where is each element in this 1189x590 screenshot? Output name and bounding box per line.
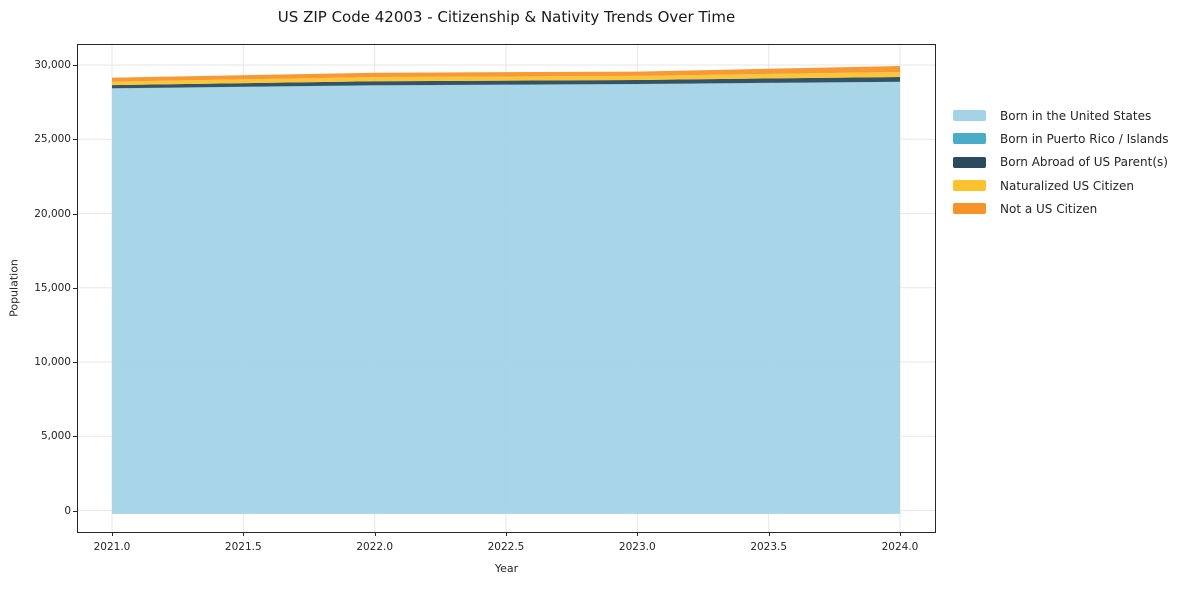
- legend-swatch-born-abroad-of-us-parent-s: [953, 156, 986, 168]
- stacked-area-svg: [78, 45, 935, 532]
- y-tick-mark: [73, 287, 77, 289]
- x-tick-mark: [112, 532, 113, 536]
- y-tick-label: 10,000: [34, 356, 71, 368]
- y-tick-label: 5,000: [40, 430, 71, 443]
- legend-label: Born Abroad of US Parent(s): [1000, 155, 1168, 170]
- plot-area: [77, 44, 936, 533]
- y-tick-mark: [73, 436, 77, 438]
- x-tick-mark: [506, 532, 507, 536]
- legend-label: Born in the United States: [1000, 108, 1152, 123]
- x-tick-label: 2021.0: [93, 541, 131, 553]
- x-tick-label: 2024.0: [881, 541, 919, 553]
- legend-item-not-a-us-citizen: Not a US Citizen: [953, 197, 1169, 220]
- y-axis-label: Population: [7, 259, 21, 317]
- x-tick-label: 2022.0: [356, 541, 394, 553]
- area-born-abroad-of-us-parent-s: [111, 77, 901, 89]
- y-tick-mark: [73, 213, 77, 215]
- x-tick-mark: [637, 532, 639, 536]
- y-tick-mark: [73, 65, 77, 66]
- y-tick-label: 25,000: [34, 133, 71, 146]
- x-tick-label: 2022.5: [487, 541, 525, 553]
- legend: Born in the United States Born in Puerto …: [953, 104, 1169, 220]
- area-not-a-us-citizen: [111, 66, 901, 82]
- legend-swatch-naturalized-us-citizen: [953, 180, 986, 192]
- x-axis-label: Year: [494, 562, 519, 575]
- legend-label: Born in Puerto Rico / Islands: [1000, 131, 1169, 146]
- legend-swatch-born-in-the-united-states: [953, 110, 986, 122]
- legend-swatch-not-a-us-citizen: [953, 203, 986, 215]
- x-tick-label: 2021.5: [224, 541, 262, 553]
- y-tick-mark: [73, 510, 77, 512]
- y-tick-label: 15,000: [34, 281, 71, 294]
- area-born-in-the-united-states: [111, 81, 901, 514]
- area-born-in-puerto-rico-islands: [111, 81, 901, 89]
- x-tick-mark: [243, 532, 245, 536]
- y-tick-label: 0: [64, 504, 71, 517]
- y-tick-label: 30,000: [34, 59, 71, 71]
- y-tick-mark: [73, 139, 77, 141]
- x-tick-label: 2023.5: [750, 541, 788, 553]
- legend-item-born-in-puerto-rico-islands: Born in Puerto Rico / Islands: [953, 127, 1169, 150]
- chart-title: US ZIP Code 42003 - Citizenship & Nativi…: [277, 8, 736, 26]
- y-tick-label: 20,000: [34, 207, 71, 220]
- legend-item-born-in-the-united-states: Born in the United States: [953, 104, 1169, 127]
- x-tick-label: 2023.0: [618, 541, 656, 553]
- area-naturalized-us-citizen: [111, 71, 901, 86]
- x-tick-mark: [900, 532, 901, 536]
- y-tick-mark: [73, 362, 77, 363]
- legend-item-naturalized-us-citizen: Naturalized US Citizen: [953, 174, 1169, 197]
- legend-swatch-born-in-puerto-rico-islands: [953, 133, 986, 145]
- legend-item-born-abroad-of-us-parent-s: Born Abroad of US Parent(s): [953, 151, 1169, 174]
- legend-label: Naturalized US Citizen: [1000, 178, 1134, 193]
- legend-label: Not a US Citizen: [1000, 201, 1098, 216]
- x-tick-mark: [768, 532, 770, 536]
- x-tick-mark: [374, 532, 376, 536]
